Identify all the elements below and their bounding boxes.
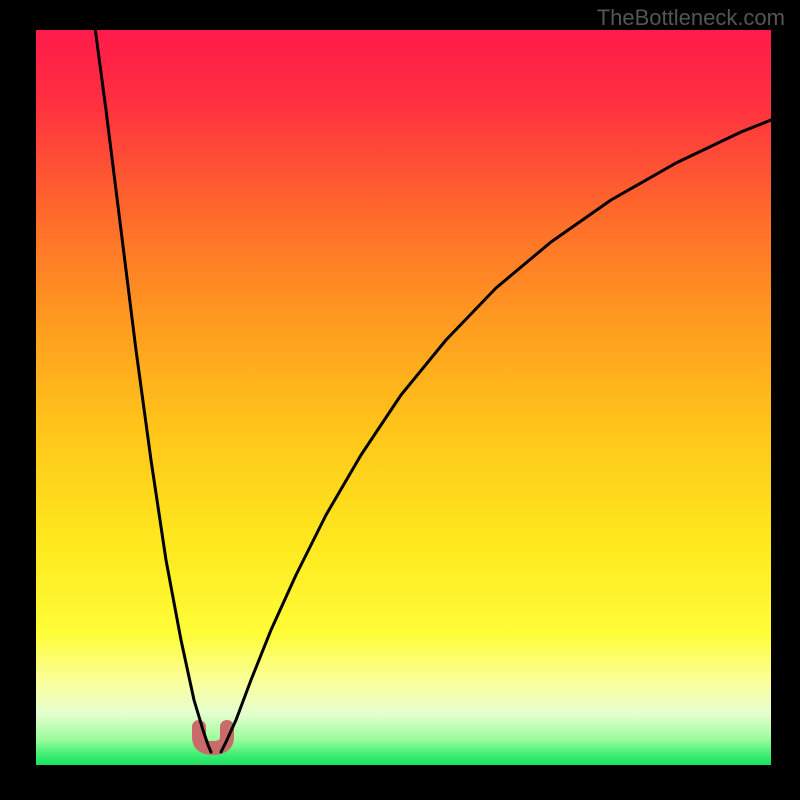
chart-root: TheBottleneck.com (0, 0, 800, 800)
plot-area (36, 30, 771, 765)
left-curve (94, 30, 211, 752)
curve-layer (36, 30, 771, 765)
watermark-text: TheBottleneck.com (597, 5, 785, 31)
right-curve (221, 120, 771, 752)
